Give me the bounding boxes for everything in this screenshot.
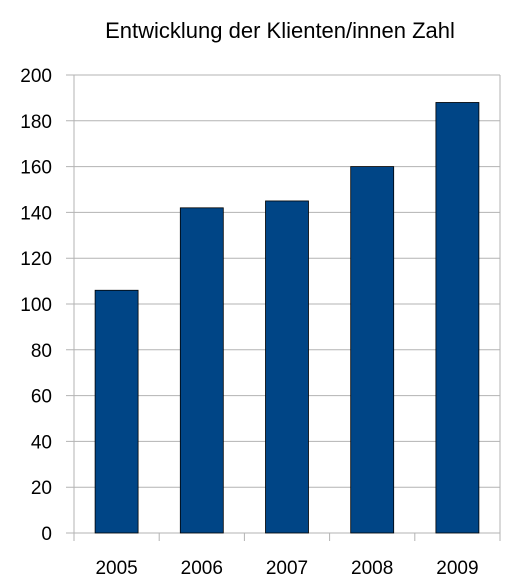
bar-2006	[179, 207, 224, 534]
y-tick-label: 60	[31, 387, 52, 408]
bar-2007	[265, 200, 309, 534]
y-tick-label: 120	[20, 249, 52, 270]
y-tick-label: 160	[20, 158, 52, 179]
y-tick-labels: 0 20 40 60 80 100 120 140 160 180 200	[20, 66, 52, 545]
x-tick-label: 2007	[266, 558, 308, 579]
x-tick-labels: 2005 2006 2007 2008 2009	[95, 558, 478, 579]
x-tick-label: 2006	[181, 558, 223, 579]
bar-2008	[350, 166, 395, 534]
y-tick-label: 40	[31, 432, 52, 453]
bar-2005	[94, 289, 139, 534]
y-tick-label: 20	[31, 478, 52, 499]
y-tick-label: 0	[41, 524, 52, 545]
bar-2009	[435, 102, 480, 534]
y-tick-label: 180	[20, 112, 52, 133]
x-tick-label: 2005	[95, 558, 137, 579]
y-tick-label: 200	[20, 66, 52, 87]
y-tick-label: 80	[31, 341, 52, 362]
bars	[94, 102, 480, 534]
y-tick-label: 100	[20, 295, 52, 316]
axes	[73, 75, 501, 541]
y-tick-label: 140	[20, 203, 52, 224]
chart-title: Entwicklung der Klienten/innen Zahl	[105, 18, 455, 43]
x-tick-label: 2009	[436, 558, 478, 579]
x-tick-label: 2008	[351, 558, 393, 579]
